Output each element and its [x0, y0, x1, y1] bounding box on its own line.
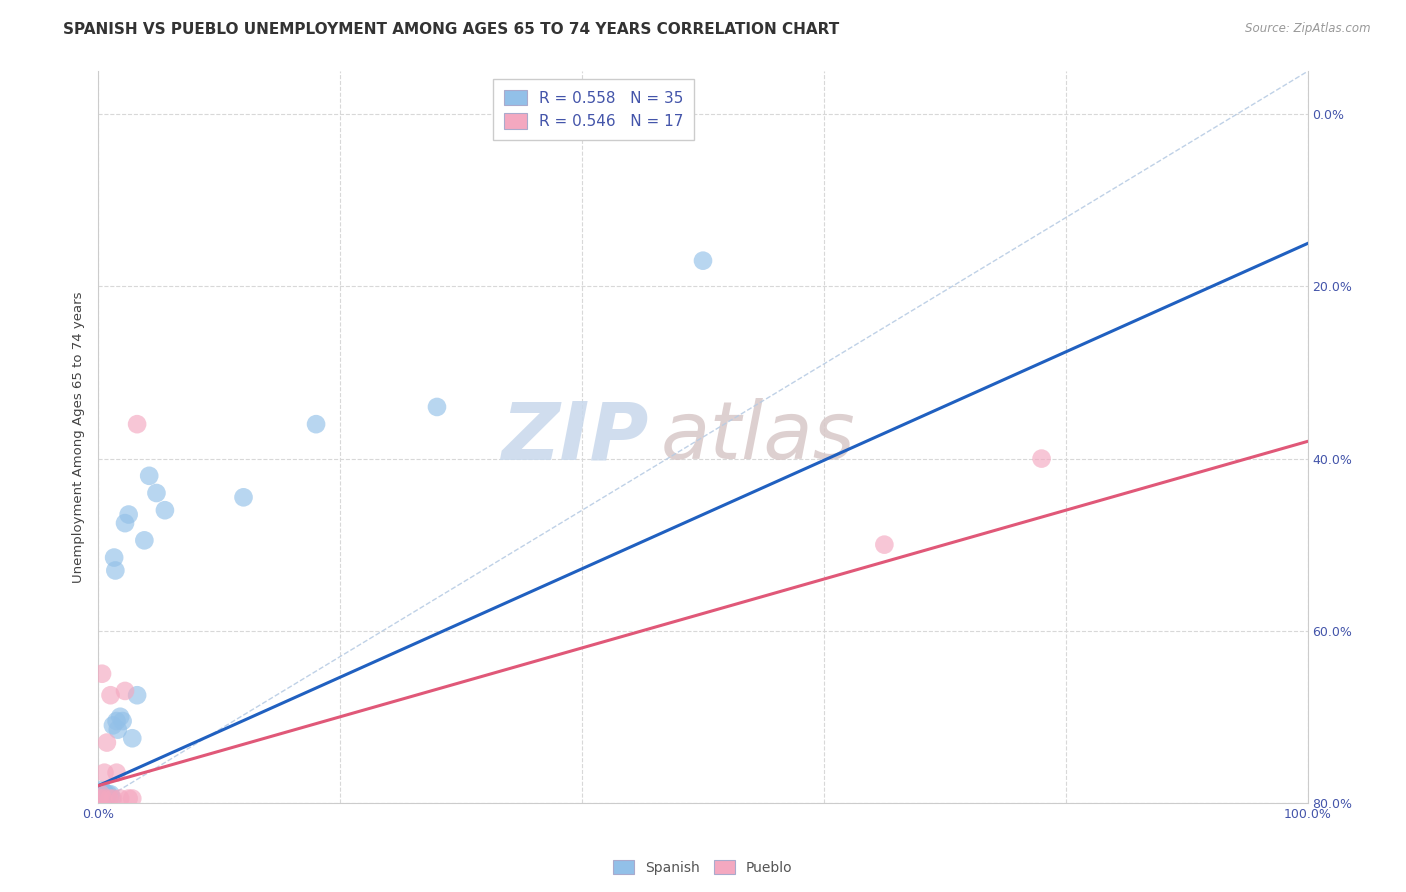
Point: [134, 533, 156, 548]
Point: [89, 791, 111, 805]
Point: [93, 765, 115, 780]
Point: [90, 787, 112, 801]
Text: atlas: atlas: [661, 398, 855, 476]
Point: [118, 508, 141, 522]
Point: [90, 789, 112, 803]
Point: [91, 791, 114, 805]
Point: [98, 791, 121, 805]
Point: [96, 735, 118, 749]
Point: [91, 791, 114, 805]
Point: [89, 791, 111, 805]
Point: [91, 787, 114, 801]
Point: [91, 789, 114, 804]
Point: [232, 491, 254, 505]
Text: ZIP: ZIP: [501, 398, 648, 476]
Point: [127, 417, 149, 432]
Point: [153, 503, 176, 517]
Y-axis label: Unemployment Among Ages 65 to 74 years: Unemployment Among Ages 65 to 74 years: [72, 292, 86, 582]
Point: [305, 417, 328, 432]
Point: [103, 550, 125, 565]
Legend: R = 0.558   N = 35, R = 0.546   N = 17: R = 0.558 N = 35, R = 0.546 N = 17: [494, 79, 695, 140]
Point: [1031, 451, 1053, 466]
Point: [93, 789, 115, 803]
Point: [111, 714, 134, 728]
Point: [100, 688, 122, 702]
Point: [114, 684, 136, 698]
Point: [93, 785, 115, 799]
Point: [105, 714, 128, 728]
Point: [145, 486, 167, 500]
Point: [100, 791, 122, 805]
Point: [97, 787, 120, 801]
Point: [104, 564, 127, 578]
Text: SPANISH VS PUEBLO UNEMPLOYMENT AMONG AGES 65 TO 74 YEARS CORRELATION CHART: SPANISH VS PUEBLO UNEMPLOYMENT AMONG AGE…: [63, 22, 839, 37]
Point: [873, 538, 896, 552]
Point: [91, 783, 114, 797]
Point: [101, 791, 124, 805]
Point: [692, 253, 714, 268]
Point: [426, 400, 449, 414]
Point: [101, 718, 124, 732]
Point: [114, 516, 136, 530]
Point: [98, 791, 121, 805]
Point: [121, 731, 143, 746]
Point: [94, 787, 117, 801]
Point: [91, 666, 114, 681]
Point: [94, 791, 117, 805]
Point: [100, 787, 122, 801]
Point: [108, 791, 131, 805]
Point: [118, 791, 141, 805]
Point: [90, 787, 112, 801]
Point: [96, 789, 118, 803]
Legend: Spanish, Pueblo: Spanish, Pueblo: [607, 855, 799, 880]
Point: [107, 723, 129, 737]
Point: [127, 688, 149, 702]
Point: [105, 765, 128, 780]
Point: [138, 468, 160, 483]
Point: [121, 791, 143, 805]
Point: [108, 710, 131, 724]
Text: Source: ZipAtlas.com: Source: ZipAtlas.com: [1246, 22, 1371, 36]
